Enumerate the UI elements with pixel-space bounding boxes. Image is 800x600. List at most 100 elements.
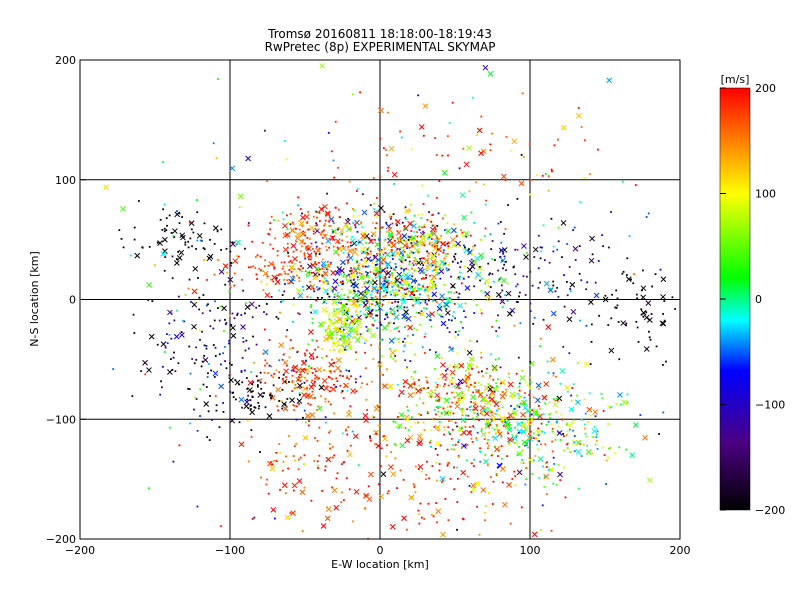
- scatter-point: [456, 277, 459, 280]
- scatter-point: [563, 305, 566, 308]
- scatter-point: [329, 403, 332, 406]
- scatter-point: [295, 248, 298, 251]
- scatter-point: [343, 273, 346, 276]
- scatter-point: [388, 276, 391, 279]
- scatter-point: [412, 251, 415, 254]
- scatter-point: [260, 269, 262, 272]
- scatter-point: [312, 230, 315, 233]
- scatter-point: [544, 402, 547, 405]
- scatter-point: [513, 394, 516, 397]
- scatter-point: [395, 444, 397, 447]
- scatter-point: [301, 239, 304, 242]
- scatter-point: [287, 467, 290, 470]
- scatter-point-cross: [340, 245, 347, 252]
- scatter-point: [399, 287, 402, 290]
- scatter-point: [446, 368, 449, 370]
- scatter-point-cross: [338, 227, 345, 234]
- scatter-point: [387, 166, 390, 169]
- scatter-point: [339, 374, 342, 377]
- scatter-point: [270, 295, 273, 298]
- scatter-point: [502, 424, 505, 427]
- scatter-point: [479, 279, 481, 282]
- scatter-point: [619, 403, 622, 406]
- scatter-point: [360, 273, 363, 275]
- scatter-point: [470, 400, 472, 403]
- scatter-point: [283, 140, 286, 142]
- scatter-point: [304, 354, 307, 357]
- scatter-point: [361, 226, 364, 229]
- scatter-point: [431, 513, 433, 516]
- scatter-point: [547, 468, 550, 471]
- scatter-point: [497, 279, 500, 282]
- scatter-point: [333, 412, 336, 415]
- scatter-point: [376, 303, 379, 305]
- scatter-point: [404, 359, 407, 362]
- scatter-point: [371, 287, 374, 290]
- scatter-point: [329, 386, 332, 389]
- scatter-point: [271, 394, 274, 397]
- scatter-point: [396, 327, 398, 329]
- scatter-point: [303, 463, 305, 466]
- scatter-point: [434, 266, 437, 268]
- scatter-point: [341, 280, 344, 283]
- scatter-point: [295, 405, 298, 408]
- scatter-point-cross: [401, 233, 408, 239]
- scatter-point: [488, 410, 491, 413]
- scatter-point: [324, 219, 327, 222]
- scatter-point: [475, 181, 478, 184]
- scatter-point: [586, 281, 589, 284]
- scatter-point: [314, 348, 317, 351]
- scatter-point: [282, 377, 284, 380]
- scatter-point: [589, 409, 592, 411]
- scatter-point: [396, 309, 399, 312]
- scatter-point: [223, 345, 226, 348]
- scatter-point: [321, 356, 323, 359]
- scatter-point: [376, 291, 379, 294]
- scatter-point: [356, 260, 358, 263]
- scatter-point: [589, 173, 591, 176]
- scatter-point: [299, 379, 302, 382]
- scatter-point: [495, 319, 498, 322]
- scatter-point: [244, 349, 247, 352]
- scatter-point: [466, 384, 469, 386]
- scatter-point: [525, 467, 528, 469]
- scatter-point: [451, 391, 454, 394]
- scatter-point-cross: [411, 223, 417, 229]
- scatter-point-cross: [401, 313, 408, 320]
- scatter-point: [316, 356, 318, 358]
- scatter-point: [426, 303, 429, 306]
- scatter-point: [364, 265, 367, 268]
- scatter-point: [285, 214, 288, 217]
- scatter-point: [640, 308, 643, 311]
- scatter-point: [250, 408, 252, 411]
- scatter-point: [523, 444, 526, 447]
- scatter-point: [414, 353, 416, 356]
- scatter-point: [422, 277, 425, 279]
- scatter-point: [498, 449, 500, 451]
- scatter-point: [372, 358, 375, 360]
- scatter-point-cross: [478, 252, 484, 259]
- scatter-point-cross: [423, 257, 430, 264]
- scatter-point: [482, 183, 485, 186]
- scatter-point: [273, 372, 276, 375]
- scatter-point-cross: [302, 435, 309, 441]
- scatter-point: [498, 445, 500, 448]
- scatter-point-cross: [331, 312, 338, 318]
- scatter-point: [519, 402, 522, 405]
- scatter-point-cross: [354, 337, 361, 344]
- scatter-point: [551, 430, 554, 433]
- scatter-point: [206, 376, 209, 378]
- scatter-point: [447, 461, 450, 464]
- scatter-point-cross: [519, 375, 526, 381]
- scatter-point: [447, 291, 450, 294]
- scatter-point-cross: [380, 471, 387, 477]
- scatter-point: [461, 407, 464, 410]
- scatter-point: [230, 363, 233, 366]
- scatter-point: [294, 262, 297, 265]
- scatter-point: [583, 398, 586, 401]
- scatter-point: [347, 253, 350, 256]
- scatter-point: [228, 362, 231, 365]
- scatter-point-cross: [120, 206, 126, 212]
- scatter-point: [428, 298, 431, 300]
